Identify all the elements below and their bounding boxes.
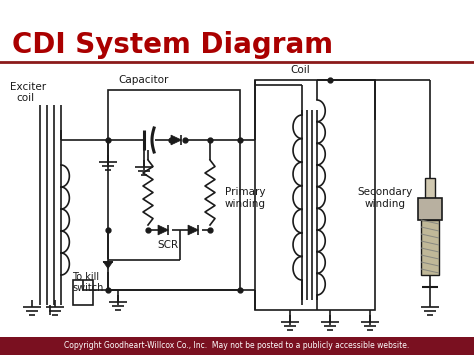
Polygon shape bbox=[171, 135, 182, 145]
Text: switch: switch bbox=[72, 283, 103, 293]
Text: winding: winding bbox=[225, 199, 265, 209]
Polygon shape bbox=[188, 225, 199, 235]
Text: CDI System Diagram: CDI System Diagram bbox=[12, 31, 333, 59]
Text: Capacitor: Capacitor bbox=[118, 75, 168, 85]
Bar bbox=[425, 178, 435, 198]
Text: Coil: Coil bbox=[290, 65, 310, 75]
Bar bbox=[73, 280, 93, 305]
Text: Copyright Goodheart-Willcox Co., Inc.  May not be posted to a publicly accessibl: Copyright Goodheart-Willcox Co., Inc. Ma… bbox=[64, 342, 410, 350]
Bar bbox=[108, 90, 240, 290]
Polygon shape bbox=[103, 262, 113, 268]
Text: Secondary: Secondary bbox=[357, 187, 413, 197]
Text: winding: winding bbox=[365, 199, 405, 209]
Text: SCR: SCR bbox=[157, 240, 179, 250]
Bar bbox=[418, 198, 442, 220]
Polygon shape bbox=[158, 225, 168, 235]
Bar bbox=[421, 220, 439, 275]
Text: Primary: Primary bbox=[225, 187, 265, 197]
Text: To kill: To kill bbox=[72, 272, 99, 282]
Bar bbox=[255, 80, 375, 310]
Text: coil: coil bbox=[16, 93, 34, 103]
Text: Exciter: Exciter bbox=[10, 82, 46, 92]
Bar bbox=[0, 337, 474, 355]
